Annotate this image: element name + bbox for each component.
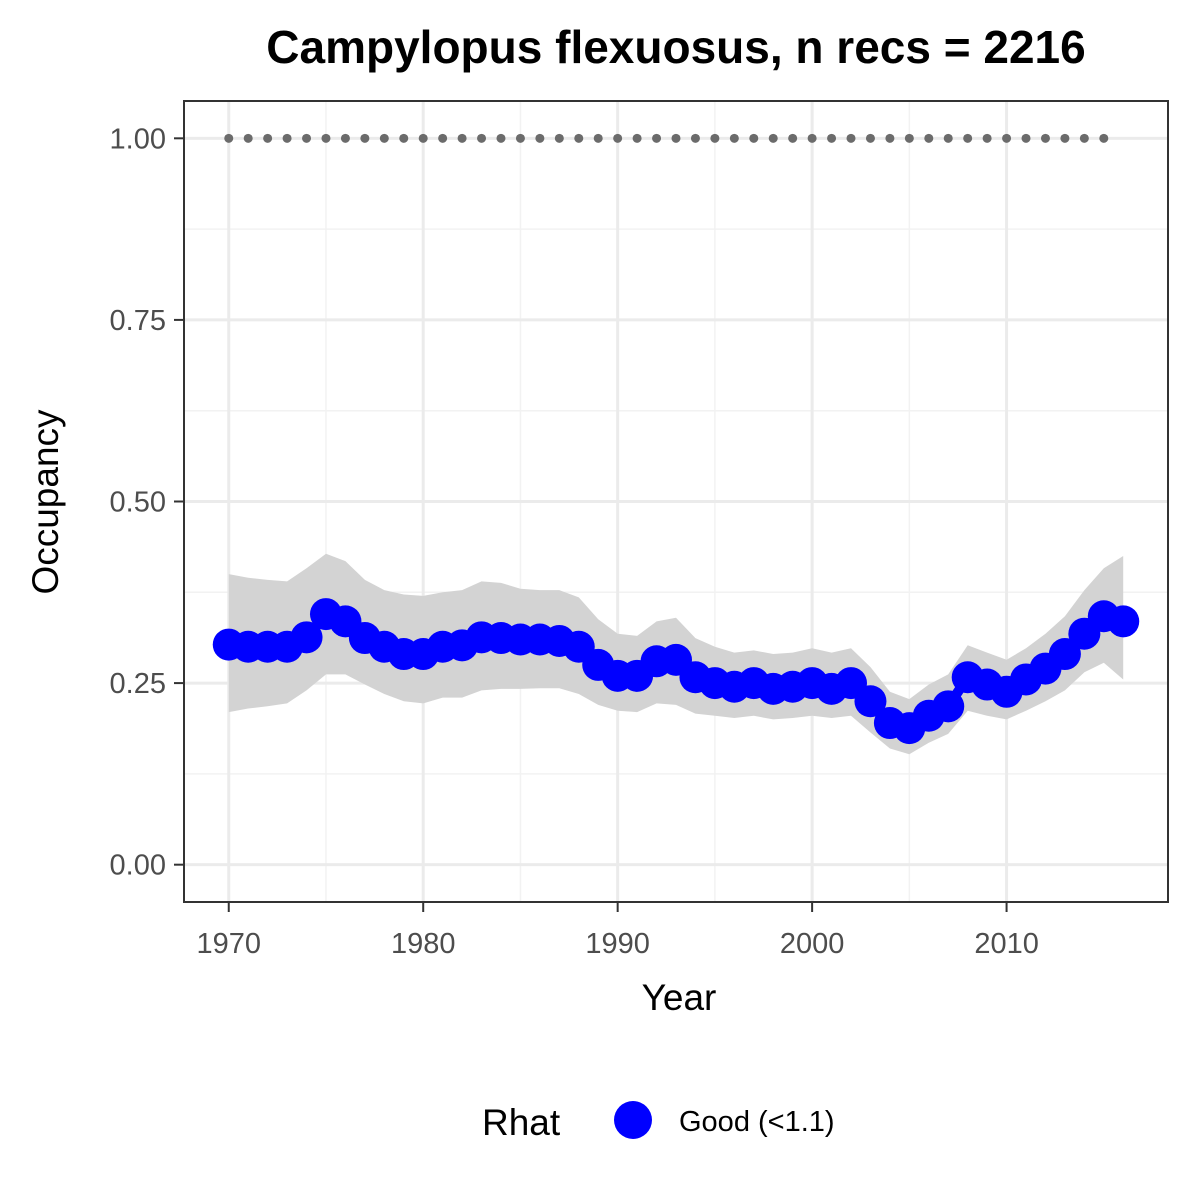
reference-point [963,133,973,143]
reference-point [243,133,253,143]
reference-point [613,133,623,143]
reference-point [321,133,331,143]
reference-point [457,133,467,143]
legend: Rhat Good (<1.1) [482,1101,835,1143]
reference-point [554,133,564,143]
reference-point [1079,133,1089,143]
data-point [1048,638,1081,671]
reference-point [379,133,389,143]
reference-point [982,133,992,143]
reference-point [263,133,273,143]
reference-point [515,133,525,143]
y-tick-label: 0.25 [110,668,166,700]
chart-title: Campylopus flexuosus, n recs = 2216 [266,21,1085,73]
y-tick-label: 0.75 [110,305,166,337]
reference-point [1099,133,1109,143]
reference-point [593,133,603,143]
y-tick-label: 0.00 [110,850,166,882]
reference-point [768,133,778,143]
reference-point [652,133,662,143]
y-tick-label: 0.50 [110,487,166,519]
reference-point [535,133,545,143]
reference-point [904,133,914,143]
reference-point [438,133,448,143]
reference-point [924,133,934,143]
reference-point [574,133,584,143]
reference-point [477,133,487,143]
reference-point [224,133,234,143]
reference-point [360,133,370,143]
data-point [290,621,323,654]
x-tick-label: 1980 [391,928,456,960]
reference-points [224,133,1109,143]
reference-point [1060,133,1070,143]
x-tick-label: 2000 [780,928,845,960]
data-point [932,690,965,723]
reference-point [788,133,798,143]
reference-point [749,133,759,143]
legend-key-good [614,1101,652,1139]
axes: 1970 1980 1990 2000 2010 0.00 0.25 0.50 0.75 1.00 [110,123,1039,960]
reference-point [340,133,350,143]
reference-point [846,133,856,143]
y-tick-label: 1.00 [110,123,166,155]
reference-point [632,133,642,143]
reference-point [690,133,700,143]
reference-point [418,133,428,143]
legend-label-good: Good (<1.1) [679,1106,835,1138]
reference-point [710,133,720,143]
legend-title: Rhat [482,1102,561,1143]
x-tick-label: 2010 [974,928,1039,960]
reference-point [943,133,953,143]
reference-point [827,133,837,143]
reference-point [1021,133,1031,143]
reference-point [1040,133,1050,143]
reference-point [282,133,292,143]
reference-point [671,133,681,143]
x-tick-label: 1990 [585,928,650,960]
data-point [854,685,887,718]
reference-point [1002,133,1012,143]
reference-point [865,133,875,143]
reference-point [302,133,312,143]
reference-point [885,133,895,143]
x-axis-title: Year [642,977,717,1018]
x-tick-label: 1970 [196,928,261,960]
occupancy-series [212,598,1140,745]
reference-point [729,133,739,143]
data-point [1107,605,1140,638]
reference-point [399,133,409,143]
y-axis-title: Occupancy [25,409,66,595]
reference-point [807,133,817,143]
reference-point [496,133,506,143]
